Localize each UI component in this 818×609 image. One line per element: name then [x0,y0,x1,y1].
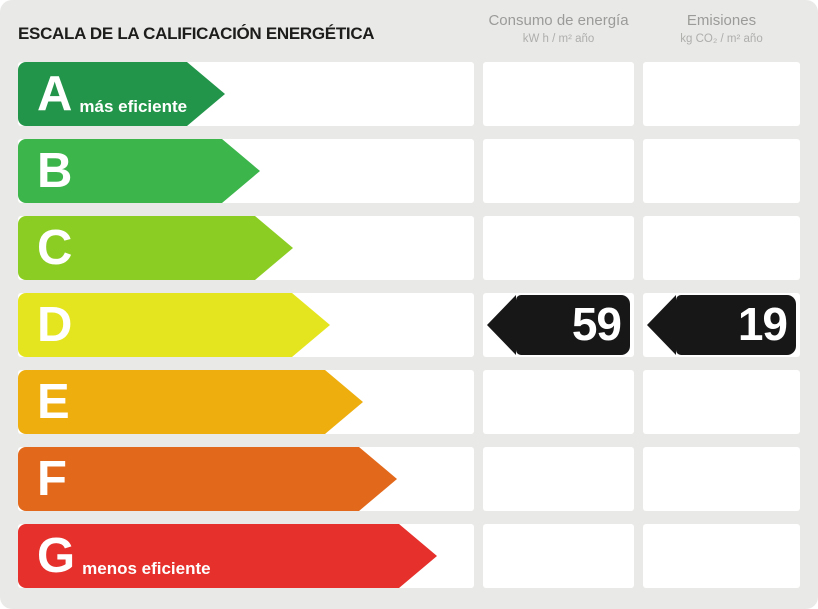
scale-cell-c: C [18,216,474,280]
rating-letter: D [37,298,73,352]
consumo-value: 59 [571,298,622,350]
rating-letter: B [37,144,73,198]
rating-note: más eficiente [79,97,188,116]
scale-cell-f: F [18,447,474,511]
consumo-unit: kW h / m² año [522,33,595,46]
emisiones-cell-d: 19 [643,293,800,357]
rating-arrow-d: D [18,293,330,357]
rating-row-d: D 59 19 [18,293,800,357]
rating-row-f: F [18,447,800,511]
rating-row-g: G menos eficiente [18,524,800,588]
emisiones-unit: kg CO₂ / m² año [680,33,763,46]
emisiones-cell-e [643,370,800,434]
rating-letter: C [37,221,73,275]
rating-arrow-c: C [18,216,293,280]
rating-note: menos eficiente [82,559,211,578]
scale-cell-a: A más eficiente [18,62,474,126]
emisiones-cell-f [643,447,800,511]
scale-cell-d: D [18,293,474,357]
scale-cell-e: E [18,370,474,434]
rating-row-e: E [18,370,800,434]
emisiones-label: Emisiones [686,12,757,29]
consumo-cell-d: 59 [483,293,634,357]
rating-arrow-b: B [18,139,260,203]
consumo-label: Consumo de energía [488,12,629,29]
consumo-cell-c [483,216,634,280]
scale-cell-g: G menos eficiente [18,524,474,588]
scale-cell-b: B [18,139,474,203]
consumo-cell-g [483,524,634,588]
rating-letter: G [37,529,76,583]
rating-row-a: A más eficiente [18,62,800,126]
rating-arrow-a: A más eficiente [18,62,225,126]
rating-letter: F [37,452,67,506]
consumo-cell-f [483,447,634,511]
rating-arrow-f: F [18,447,397,511]
rating-rows: A más eficiente B C [0,62,818,588]
emisiones-value: 19 [737,298,788,350]
rating-arrow-e: E [18,370,363,434]
consumo-cell-b [483,139,634,203]
rating-letter: E [37,375,70,429]
header: ESCALA DE LA CALIFICACIÓN ENERGÉTICA Con… [0,0,818,62]
rating-arrow-g: G menos eficiente [18,524,437,588]
rating-row-b: B [18,139,800,203]
consumo-cell-e [483,370,634,434]
column-header-emisiones: Emisiones kg CO₂ / m² año [643,0,800,49]
emisiones-value-marker: 19 [647,295,796,355]
emisiones-cell-a [643,62,800,126]
consumo-cell-a [483,62,634,126]
emisiones-cell-c [643,216,800,280]
column-header-consumo: Consumo de energía kW h / m² año [483,0,634,49]
page-title: ESCALA DE LA CALIFICACIÓN ENERGÉTICA [18,24,375,43]
emisiones-cell-b [643,139,800,203]
consumo-value-marker: 59 [487,295,630,355]
emisiones-cell-g [643,524,800,588]
rating-row-c: C [18,216,800,280]
rating-letter: A [37,67,73,121]
